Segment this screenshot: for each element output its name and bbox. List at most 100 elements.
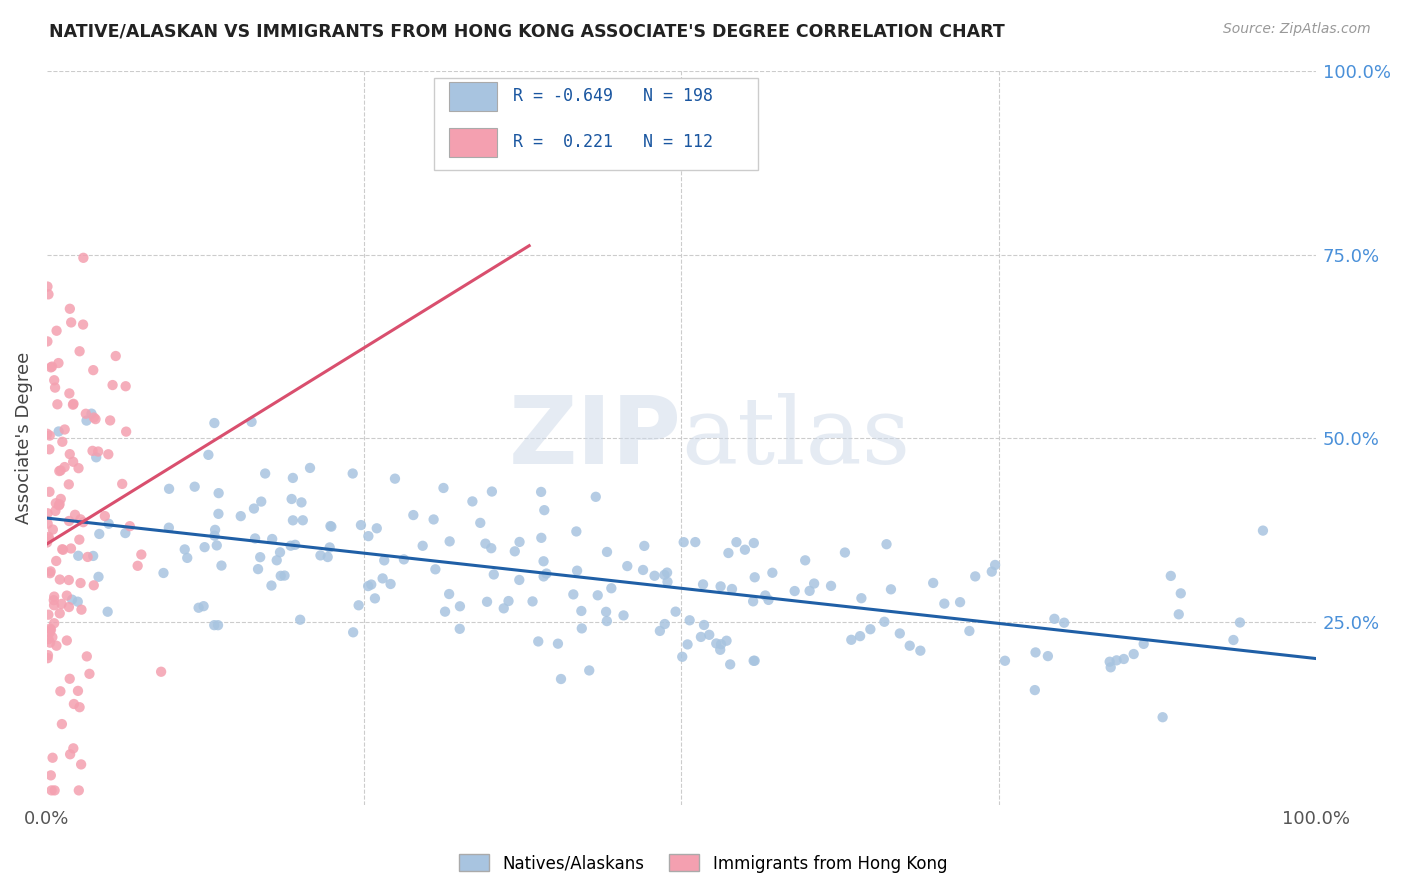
Point (63, 697, 86, 711)
Point (89, 527, 111, 541)
Point (67, 533, 90, 547)
Point (849, 629, 872, 643)
Point (498, 594, 520, 608)
Point (717, 546, 740, 560)
Point (533, 569, 555, 583)
Point (44, 381, 66, 395)
Point (72, 515, 94, 529)
Point (291, 513, 314, 527)
Point (449, 599, 471, 614)
Point (672, 535, 695, 549)
Point (208, 486, 231, 500)
Point (761, 566, 783, 580)
Point (281, 471, 304, 485)
Point (270, 569, 292, 583)
Point (725, 535, 748, 549)
Point (585, 490, 607, 504)
Point (173, 542, 195, 557)
Point (39, 635, 62, 649)
Point (596, 545, 619, 559)
Point (69, 344, 91, 359)
Point (45, 324, 67, 338)
Point (432, 481, 454, 495)
Point (284, 538, 307, 552)
Point (655, 566, 678, 580)
Point (321, 519, 343, 533)
Text: R = -0.649   N = 198: R = -0.649 N = 198 (513, 87, 713, 105)
Point (569, 604, 592, 618)
Point (754, 589, 776, 603)
Point (48, 607, 70, 621)
Point (62, 741, 84, 756)
Point (38, 428, 60, 442)
Point (530, 531, 553, 545)
Point (547, 637, 569, 651)
Point (461, 494, 484, 508)
Text: ZIP: ZIP (509, 392, 682, 484)
Point (51, 542, 73, 557)
Point (876, 537, 898, 551)
Point (676, 637, 699, 651)
Point (742, 536, 765, 550)
Point (873, 615, 896, 629)
Point (949, 595, 972, 609)
Point (150, 665, 173, 679)
Point (1251, 524, 1274, 538)
Point (392, 552, 415, 566)
Point (1112, 652, 1135, 666)
Point (803, 576, 825, 591)
Point (82, 363, 104, 377)
Point (38, 442, 60, 457)
Point (449, 622, 471, 636)
Point (41, 783, 63, 797)
Point (204, 523, 226, 537)
Point (44, 590, 66, 604)
Point (37, 607, 59, 622)
Point (67, 549, 90, 563)
Point (281, 513, 304, 527)
Point (665, 605, 688, 619)
Point (76, 414, 98, 428)
Point (898, 639, 921, 653)
Point (229, 509, 252, 524)
Point (70, 757, 93, 772)
Point (67, 461, 90, 475)
Point (69, 512, 91, 526)
Point (654, 567, 676, 582)
Text: R =  0.221   N = 112: R = 0.221 N = 112 (513, 133, 713, 152)
Point (249, 550, 271, 565)
Point (37, 648, 59, 662)
Point (98, 413, 121, 427)
Point (280, 491, 302, 506)
Point (48, 497, 70, 511)
Point (742, 654, 765, 668)
Point (704, 636, 727, 650)
Point (980, 565, 1002, 579)
Point (39, 622, 62, 636)
Point (612, 608, 634, 623)
Point (474, 536, 496, 550)
Point (51, 717, 73, 731)
Point (38, 530, 60, 544)
Point (1132, 637, 1154, 651)
Point (470, 516, 492, 530)
Point (269, 545, 291, 559)
Point (202, 618, 225, 632)
Point (839, 632, 862, 647)
Point (562, 587, 585, 601)
Point (364, 591, 387, 606)
Point (70, 602, 93, 616)
Point (1229, 615, 1251, 630)
Point (342, 625, 364, 640)
Point (80, 407, 103, 421)
Point (45, 554, 67, 568)
Point (59, 447, 82, 461)
Point (509, 535, 531, 549)
Point (45, 496, 67, 510)
Point (1105, 653, 1128, 667)
Point (1036, 649, 1059, 664)
Point (59, 747, 82, 762)
Point (41, 359, 63, 374)
Point (62, 455, 84, 469)
Point (49, 573, 72, 587)
